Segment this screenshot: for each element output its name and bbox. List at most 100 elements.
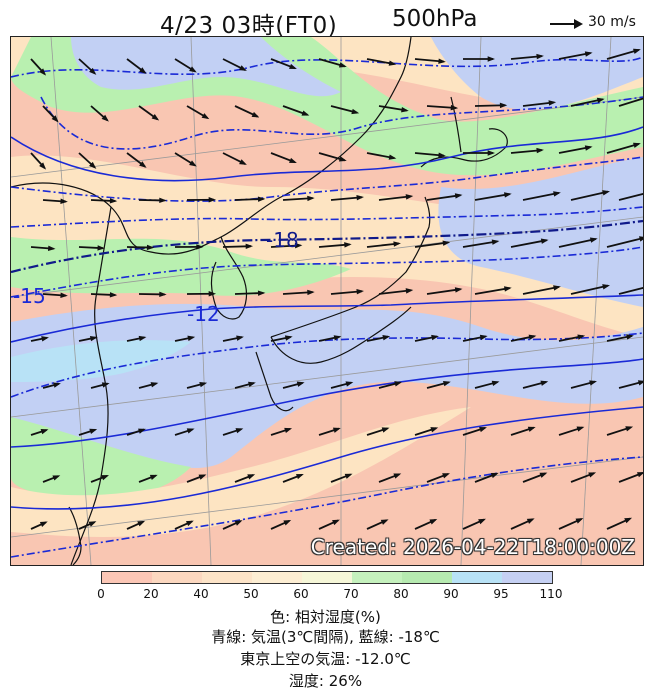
wind-vector <box>426 473 450 483</box>
wind-vector <box>222 520 243 530</box>
isotherm-line <box>11 456 643 558</box>
wind-vector <box>90 474 109 483</box>
wind-vector <box>522 380 549 389</box>
wind-vector <box>426 104 459 111</box>
colorbar-segment <box>352 572 402 583</box>
wind-vector <box>510 426 536 436</box>
reference-vector: 30 m/s <box>548 14 648 34</box>
isotherm-line <box>11 219 643 274</box>
wind-vector <box>42 105 59 123</box>
wind-vector <box>222 335 244 342</box>
wind-vector <box>126 520 146 530</box>
wind-vector <box>462 426 487 436</box>
wind-vector <box>90 292 118 298</box>
wind-vector <box>78 335 98 342</box>
isotherm-line <box>11 332 643 398</box>
wind-vector <box>174 244 204 250</box>
coastline-taiwan <box>68 506 82 565</box>
wind-vector <box>570 97 605 107</box>
colorbar-segment <box>502 572 552 583</box>
wind-vector <box>618 380 643 389</box>
wind-vector <box>618 97 643 107</box>
wind-vector <box>606 142 641 154</box>
wind-vector <box>474 380 500 389</box>
wind-vector <box>570 380 597 389</box>
wind-vector <box>138 382 159 389</box>
colorbar-tick-label: 90 <box>443 587 459 601</box>
colorbar-tick-label: 60 <box>293 587 309 601</box>
wind-vector <box>510 518 535 530</box>
wind-vector <box>522 191 561 201</box>
wind-vector <box>474 472 499 483</box>
wind-vector <box>522 285 561 295</box>
wind-vector <box>510 53 544 60</box>
wind-vector <box>426 380 451 389</box>
colorbar-segment <box>402 572 452 583</box>
wind-vector <box>462 56 496 62</box>
wind-vector <box>318 58 347 68</box>
wind-vector <box>414 334 439 342</box>
wind-vector <box>234 474 256 483</box>
wind-vector <box>282 105 310 116</box>
coastline-honshu-south <box>270 306 412 364</box>
wind-vector <box>414 519 438 530</box>
wind-vector <box>270 152 297 164</box>
wind-vector <box>138 474 158 483</box>
tokyo-temperature: 東京上空の気温: -12.0℃ <box>240 650 411 668</box>
isotherm-line <box>11 406 643 510</box>
wind-vector <box>366 335 391 342</box>
graticule-parallel <box>11 216 643 298</box>
wind-vector <box>42 382 61 389</box>
wind-vector <box>234 381 256 389</box>
isotherm-line <box>11 246 643 298</box>
wind-vector <box>90 105 109 122</box>
wind-vector <box>606 334 634 342</box>
isotherm-line <box>11 206 643 228</box>
wind-vector <box>414 152 446 158</box>
wind-vector <box>558 334 586 342</box>
wind-vector <box>330 381 354 389</box>
coastline-sakhalin <box>450 96 462 153</box>
wind-vector <box>462 150 496 156</box>
humidity-band-wet-north <box>71 37 341 97</box>
wind-vector <box>318 519 340 530</box>
wind-vector <box>426 287 463 295</box>
wind-vector <box>570 190 610 201</box>
wind-vector <box>282 473 304 483</box>
wind-vector <box>42 475 61 483</box>
contour-label-minus18: -18 <box>266 228 299 252</box>
wind-vector <box>42 198 68 204</box>
wind-vector <box>558 518 584 530</box>
wind-vector <box>90 382 110 389</box>
wind-vector <box>78 152 97 169</box>
wind-vector <box>234 105 260 118</box>
wind-vector <box>606 517 633 530</box>
isotherm-line <box>11 156 643 202</box>
wind-vector <box>414 58 446 64</box>
colorbar-tick-label: 110 <box>539 587 563 601</box>
wind-vector <box>270 519 292 530</box>
wind-vector <box>414 240 451 248</box>
created-timestamp: Created: 2026-04-22T18:00:00Z <box>310 535 635 559</box>
wind-vector <box>222 58 247 71</box>
colorbar-tick-label: 80 <box>393 587 409 601</box>
wind-vector <box>426 193 463 201</box>
wind-vector <box>126 428 146 436</box>
contour-label-minus15: -15 <box>13 284 46 308</box>
wind-vector <box>30 245 56 252</box>
wind-vector <box>474 102 508 109</box>
wind-vector <box>78 245 105 251</box>
wind-vector <box>174 428 195 436</box>
wind-vector <box>30 336 49 342</box>
wind-vector <box>270 427 293 436</box>
wind-vector <box>186 474 207 483</box>
wind-vector <box>366 241 401 248</box>
graticule-meridian <box>50 37 92 565</box>
weather-map: -18 -15 -12 Created: 2026-04-22T18:00:00… <box>10 36 644 566</box>
coastline-honshu <box>270 196 431 338</box>
wind-vector <box>462 518 486 530</box>
wind-vector <box>174 520 194 530</box>
wind-vector <box>558 237 598 248</box>
title-pressure-level: 500hPa <box>392 6 478 32</box>
title-datetime: 4/23 03時(FT0) <box>160 13 338 39</box>
